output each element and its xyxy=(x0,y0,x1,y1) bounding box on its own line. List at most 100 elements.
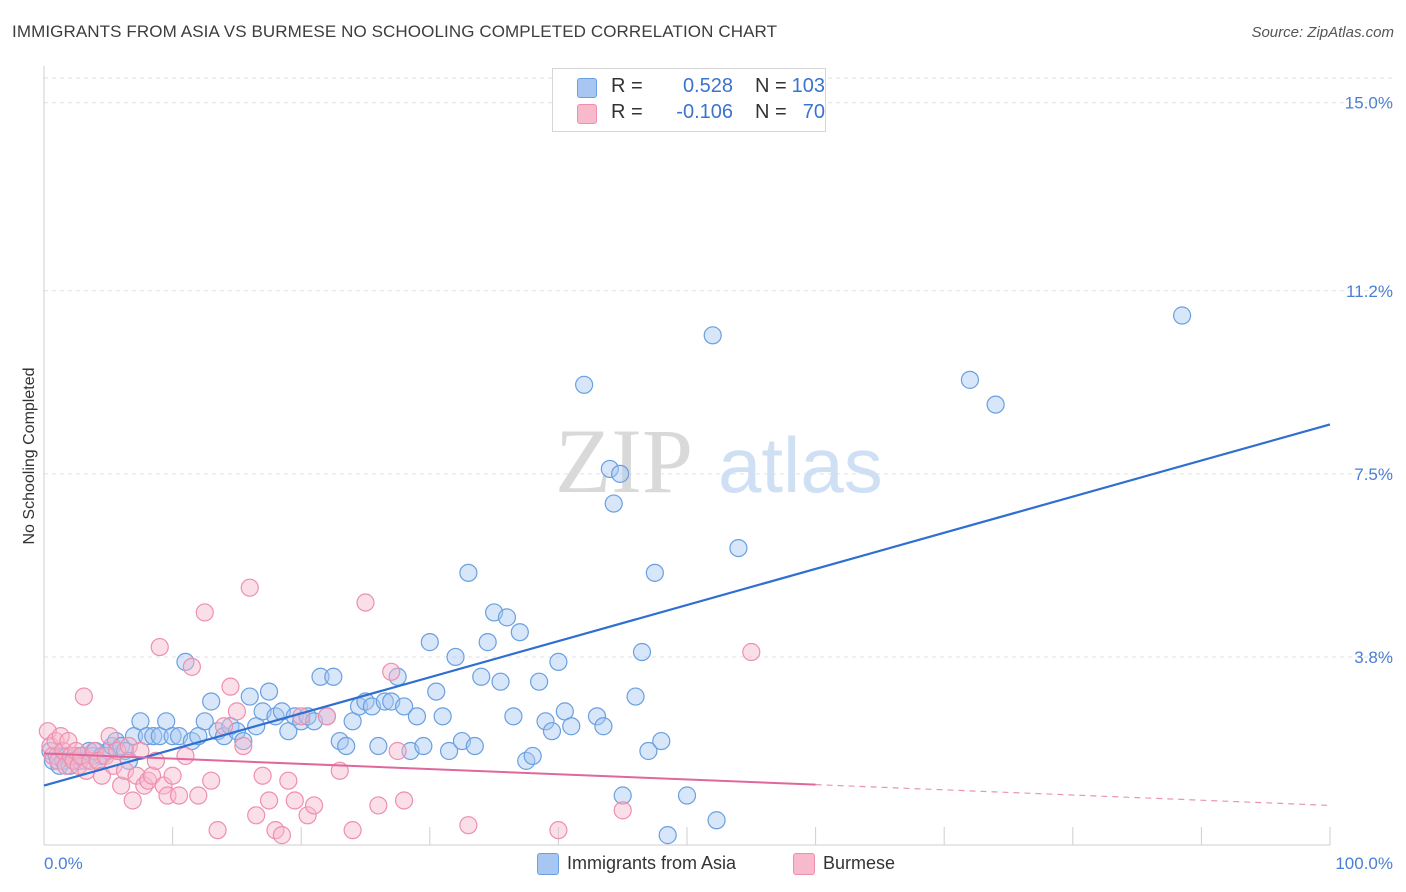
burmese-point xyxy=(146,751,165,770)
asia-point xyxy=(639,741,658,761)
burmese-point xyxy=(169,786,189,805)
burmese-point xyxy=(182,657,201,676)
legend-n-label: N = xyxy=(755,101,787,123)
burmese-point xyxy=(234,736,253,756)
burmese-point xyxy=(388,741,407,761)
legend-r-label: R = xyxy=(611,75,643,97)
asia-point xyxy=(613,786,632,805)
burmese-point xyxy=(272,826,292,845)
burmese-trend-line xyxy=(43,752,816,786)
asia-point xyxy=(594,717,613,736)
burmese-point xyxy=(163,766,182,785)
asia-trend-line xyxy=(43,423,1331,787)
burmese-point xyxy=(292,707,311,726)
bottom-legend-swatch-burmese xyxy=(793,853,815,875)
burmese-point xyxy=(343,821,362,840)
source-note: Source: ZipAtlas.com xyxy=(1251,24,1394,41)
trend-lines xyxy=(43,423,1331,807)
watermark-atlas: atlas xyxy=(718,421,883,509)
asia-point xyxy=(604,494,623,513)
asia-point xyxy=(465,736,484,756)
burmese-point xyxy=(279,771,298,790)
gridlines xyxy=(44,77,1394,658)
burmese-point xyxy=(108,741,127,761)
asia-point xyxy=(163,727,182,746)
burmese-point xyxy=(285,791,304,810)
bottom-legend-label-burmese: Burmese xyxy=(823,853,896,873)
asia-point xyxy=(530,672,549,691)
asia-point xyxy=(427,682,446,701)
correlation-legend: R = 0.528 N = 103 R = -0.106 N = 70 xyxy=(552,68,826,132)
asia-point xyxy=(433,707,452,726)
asia-point xyxy=(611,464,630,483)
asia-point xyxy=(960,370,980,389)
legend-swatch-burmese xyxy=(577,104,597,124)
burmese-point xyxy=(43,746,63,766)
burmese-point xyxy=(382,662,401,681)
burmese-point xyxy=(549,821,568,840)
asia-point xyxy=(587,707,607,726)
asia-point xyxy=(240,687,259,706)
y-tick-label: 11.2% xyxy=(1346,282,1393,301)
legend-r-value: -0.106 xyxy=(676,101,733,123)
burmese-point xyxy=(208,821,227,840)
burmese-point xyxy=(202,771,221,790)
asia-point xyxy=(562,717,581,736)
bottom-legend-label-asia: Immigrants from Asia xyxy=(567,853,737,873)
y-tick-label: 3.8% xyxy=(1354,648,1393,667)
asia-point xyxy=(632,642,652,662)
burmese-point xyxy=(154,776,173,795)
bottom-legend-burmese: Burmese xyxy=(793,852,933,876)
asia-point xyxy=(523,746,542,766)
asia-point xyxy=(542,722,562,741)
asia-point xyxy=(337,736,356,756)
asia-point xyxy=(144,727,163,746)
asia-point xyxy=(478,633,497,652)
burmese-point xyxy=(298,806,317,825)
asia-point xyxy=(234,731,253,751)
burmese-point xyxy=(150,637,169,657)
asia-point xyxy=(1173,306,1192,325)
burmese-point xyxy=(227,702,246,721)
burmese-point xyxy=(112,776,131,795)
tick-labels: 3.8% 7.5% 11.2% 15.0% 0.0% 100.0% xyxy=(44,94,1393,873)
asia-point xyxy=(446,647,465,667)
burmese-point xyxy=(123,791,142,810)
asia-point xyxy=(375,692,394,711)
asia-point xyxy=(420,633,439,652)
legend-n-label: N = xyxy=(755,75,787,97)
asia-point xyxy=(459,563,478,582)
watermark-zip: ZIP xyxy=(555,410,693,512)
x-tick-label: 100.0% xyxy=(1335,854,1393,873)
asia-point xyxy=(195,712,214,731)
legend-n-value: 70 xyxy=(802,101,825,123)
x-tick-label: 0.0% xyxy=(44,854,83,873)
bottom-legend-swatch-asia xyxy=(537,853,559,875)
bottom-legend-asia: Immigrants from Asia xyxy=(537,852,777,876)
burmese-point xyxy=(100,727,119,746)
burmese-point xyxy=(356,593,375,612)
asia-point xyxy=(549,652,568,672)
burmese-point xyxy=(742,642,761,662)
burmese-point xyxy=(119,736,138,756)
burmese-point xyxy=(259,791,279,810)
asia-point xyxy=(626,687,645,706)
y-tick-label: 15.0% xyxy=(1345,94,1393,113)
asia-point xyxy=(575,375,594,394)
asia-point xyxy=(600,459,619,479)
asia-point xyxy=(259,682,279,701)
asia-point xyxy=(986,395,1005,414)
asia-point xyxy=(652,731,671,751)
legend-swatch-asia xyxy=(577,78,597,98)
burmese-point xyxy=(176,746,195,766)
burmese-point xyxy=(247,806,266,825)
asia-point xyxy=(729,538,748,558)
asia-point xyxy=(645,563,664,582)
burmese-point xyxy=(240,578,259,597)
asia-point xyxy=(504,707,523,726)
asia-point xyxy=(324,667,343,686)
y-axis-label: No Schooling Completed xyxy=(21,368,38,545)
asia-point xyxy=(394,697,414,716)
asia-point xyxy=(407,707,427,726)
